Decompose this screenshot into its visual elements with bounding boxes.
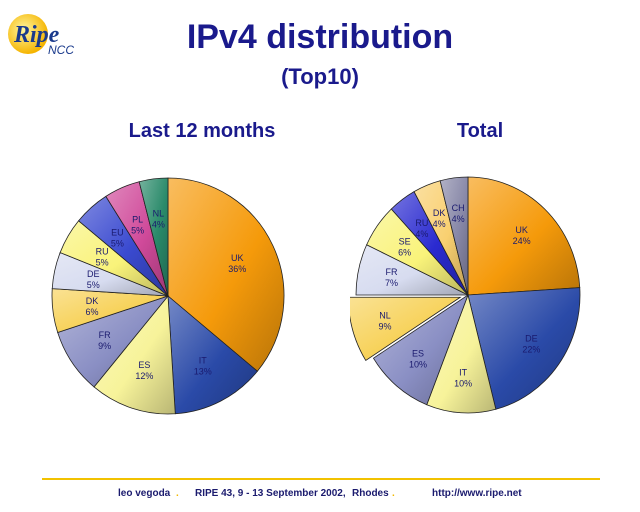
slice-value-it: 13% [194, 366, 212, 376]
footer-url[interactable]: http://www.ripe.net [432, 488, 522, 499]
slice-label-ch: CH [452, 203, 465, 213]
slice-value-nl: 4% [152, 220, 165, 230]
slice-value-de: 22% [522, 345, 540, 355]
slice-label-fr: FR [99, 330, 111, 340]
page-subtitle: (Top10) [281, 64, 359, 89]
slice-label-es: ES [138, 360, 150, 370]
footer-author: leo vegoda [118, 488, 171, 499]
slice-label-ru: RU [96, 246, 109, 256]
slice-value-dk: 6% [86, 307, 99, 317]
slice-label-se: SE [399, 236, 411, 246]
pie-slice-uk [467, 176, 581, 296]
pie-slice-es [93, 294, 176, 415]
slice-label-pl: PL [132, 215, 143, 225]
pie-slice-ch [439, 176, 469, 296]
pie-slice-es [372, 293, 469, 406]
slice-label-eu: EU [111, 228, 124, 238]
slice-value-nl: 9% [379, 321, 392, 331]
slice-value-ch: 4% [452, 214, 465, 224]
slice-value-it: 10% [454, 378, 472, 388]
slice-value-fr: 9% [98, 341, 111, 351]
slice-label-nl: NL [153, 209, 165, 219]
slice-value-uk: 24% [513, 236, 531, 246]
pie-slice-nl [138, 177, 169, 297]
slice-label-nl: NL [379, 310, 391, 320]
footer-event: RIPE 43, 9 - 13 September 2002, [195, 488, 346, 499]
slice-label-uk: UK [231, 253, 244, 263]
pie-slice-it [426, 293, 497, 414]
chart-title-total: Total [456, 120, 504, 142]
slice-value-fr: 7% [385, 278, 398, 288]
logo-main-text: Ripe [13, 22, 60, 48]
slice-label-de: DE [525, 334, 538, 344]
slice-value-eu: 5% [111, 239, 124, 249]
logo-sub-text: NCC [48, 43, 74, 57]
slice-value-es: 12% [135, 371, 153, 381]
slice-label-de: DE [87, 269, 100, 279]
slice-label-uk: UK [515, 225, 528, 235]
slice-label-fr: FR [385, 267, 397, 277]
slice-value-uk: 36% [228, 264, 246, 274]
pie-slice-uk [167, 177, 285, 372]
footer-separator: . [392, 488, 395, 499]
pie-slice-de [467, 287, 581, 410]
slice-label-ru: RU [415, 218, 428, 228]
slice-label-it: IT [199, 355, 208, 365]
slice-value-se: 6% [398, 247, 411, 257]
pie-slice-it [167, 295, 258, 415]
slice-value-ru: 4% [415, 229, 428, 239]
footer-divider [42, 478, 600, 480]
footer-separator: . [176, 488, 179, 499]
slice-label-dk: DK [86, 296, 99, 306]
slice-label-es: ES [412, 349, 424, 359]
page-title: IPv4 distribution [186, 18, 454, 56]
slice-label-it: IT [459, 367, 468, 377]
pie-slice-nl [350, 296, 462, 362]
pie-chart-total: UK24%DE22%IT10%ES10%NL9%FR7%SE6%RU4%DK4%… [350, 176, 581, 414]
slice-value-dk: 4% [433, 219, 446, 229]
slice-value-ru: 5% [96, 257, 109, 267]
slice-value-pl: 5% [131, 226, 144, 236]
slice-label-dk: DK [433, 208, 446, 218]
footer-place: Rhodes [352, 488, 389, 499]
ripe-ncc-logo: Ripe NCC [4, 8, 88, 62]
pie-chart-last-12-months: UK36%IT13%ES12%FR9%DK6%DE5%RU5%EU5%PL5%N… [51, 177, 285, 415]
slice-value-es: 10% [409, 360, 427, 370]
slice-value-de: 5% [87, 280, 100, 290]
chart-title-last-12-months: Last 12 months [128, 120, 276, 142]
